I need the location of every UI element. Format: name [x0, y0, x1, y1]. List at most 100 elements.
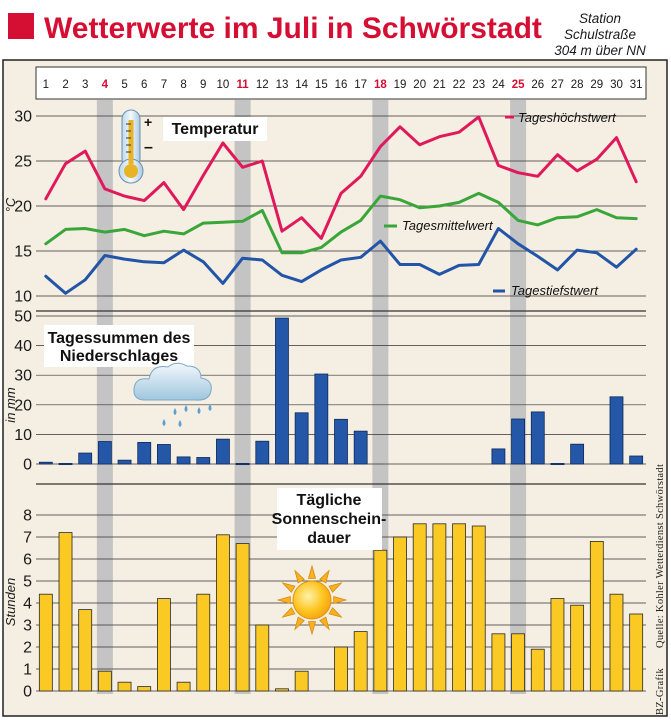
y-tick-label: 7	[23, 530, 32, 547]
day-label: 31	[630, 79, 643, 91]
sun-ray	[307, 564, 317, 579]
precipitation-bar	[196, 457, 211, 465]
day-label: 20	[413, 79, 426, 91]
sun-ray	[328, 607, 343, 618]
mean-temperature-line	[44, 191, 638, 255]
day-label: 10	[217, 79, 230, 91]
thermometer-icon: + –	[118, 109, 153, 184]
y-tick-label: 20	[14, 199, 32, 216]
min-temperature-line	[44, 227, 638, 295]
sun-ray	[319, 616, 330, 631]
precipitation-bar	[294, 412, 309, 465]
y-tick-label: 5	[23, 574, 32, 591]
precipitation-bar	[570, 443, 585, 465]
precipitation-bar	[275, 317, 289, 465]
sun-ray	[294, 569, 305, 584]
day-label: 8	[180, 79, 186, 91]
y-tick-label: 10	[14, 289, 32, 306]
day-label: 13	[276, 79, 289, 91]
sunshine-axis-label: Stunden	[3, 578, 18, 626]
station-label: Station	[579, 11, 621, 26]
precipitation-bars	[38, 317, 644, 466]
day-label: 1	[43, 79, 49, 91]
y-tick-label: 3	[23, 618, 32, 635]
precipitation-bar	[38, 461, 53, 465]
day-label: 2	[62, 79, 68, 91]
sunshine-bar	[176, 681, 191, 692]
y-tick-label: 10	[14, 427, 32, 444]
sun-ray	[307, 621, 317, 636]
sunshine-bar	[393, 536, 407, 692]
y-tick-label: 4	[23, 596, 32, 613]
title-square-icon	[8, 13, 34, 39]
sunshine-bar	[117, 681, 132, 692]
sunday-band	[96, 100, 113, 694]
day-label: 15	[315, 79, 328, 91]
day-label: 7	[161, 79, 167, 91]
temperature-title: Temperatur	[172, 121, 259, 138]
day-label: 5	[121, 79, 127, 91]
day-label: 11	[237, 79, 250, 91]
credit-graphic: BZ-Grafik	[655, 668, 666, 715]
precipitation-bar	[334, 418, 348, 465]
sun-ray	[319, 569, 330, 584]
precipitation-bar	[530, 411, 545, 465]
precipitation-bar	[491, 448, 506, 465]
sunshine-bar	[78, 609, 93, 692]
sunshine-bar	[196, 593, 211, 692]
day-label: 29	[590, 79, 603, 91]
sun-icon	[276, 564, 348, 636]
sunshine-bar	[511, 633, 525, 692]
sunshine-bar	[570, 604, 585, 692]
sunshine-bar	[216, 534, 230, 692]
day-label: 24	[492, 79, 505, 91]
sunshine-bar	[235, 543, 250, 692]
sun-ray	[281, 582, 296, 593]
day-label: 27	[551, 79, 564, 91]
rain-cloud-icon	[133, 362, 212, 427]
y-tick-label: 15	[14, 244, 32, 261]
sunshine-bars	[38, 523, 644, 692]
sunshine-bar	[373, 549, 388, 692]
day-label: 12	[256, 79, 269, 91]
temperature-title-box	[163, 117, 267, 141]
station-street: Schulstraße	[564, 27, 636, 42]
sunshine-bar	[38, 593, 53, 692]
precipitation-bar	[157, 444, 171, 465]
legend-min-label: Tagestiefstwert	[511, 283, 599, 298]
day-label: 22	[453, 79, 466, 91]
precipitation-bar	[550, 463, 565, 466]
sunshine-title-line2: Sonnenschein-	[272, 511, 387, 528]
precipitation-bar	[216, 438, 230, 465]
precipitation-bar	[117, 459, 132, 465]
day-label: 18	[374, 79, 387, 91]
precipitation-bar	[511, 418, 525, 465]
temperature-axis-label: °C	[3, 197, 18, 212]
precipitation-bar	[176, 456, 191, 465]
y-tick-label: 1	[23, 662, 32, 679]
sunshine-title-box	[277, 488, 382, 550]
sunshine-bar	[157, 598, 171, 692]
day-header	[35, 66, 647, 100]
day-label: 19	[394, 79, 407, 91]
precipitation-bar	[609, 396, 624, 465]
day-label: 16	[335, 79, 348, 91]
day-label: 26	[531, 79, 544, 91]
max-temperature-line	[44, 115, 638, 240]
y-tick-labels: 10 15 20 25 30 0 10 20 30 40 50 0 1 2 3 4 5 6 7 8	[14, 109, 32, 701]
sunshine-title-line3: dauer	[307, 530, 351, 547]
sun-disc	[292, 580, 332, 620]
sunshine-bar	[471, 525, 486, 692]
sunshine-bar	[629, 613, 644, 692]
sunshine-bar	[589, 541, 604, 692]
precipitation-bar	[137, 441, 152, 465]
day-label: 9	[200, 79, 206, 91]
day-label: 30	[610, 79, 623, 91]
temperature-lines	[44, 115, 638, 295]
sun-ray	[333, 595, 348, 605]
y-tick-label: 50	[14, 309, 32, 326]
day-label: 6	[141, 79, 147, 91]
sun-ray	[328, 582, 343, 593]
